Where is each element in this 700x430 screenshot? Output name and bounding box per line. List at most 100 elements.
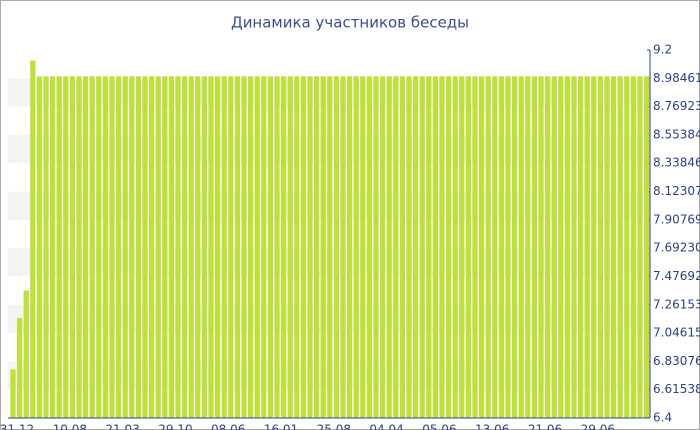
- bar: [644, 76, 650, 419]
- bar: [353, 76, 359, 419]
- bar: [597, 76, 603, 419]
- bar: [287, 76, 293, 419]
- bar: [617, 76, 623, 419]
- bar: [122, 76, 128, 419]
- bar: [314, 76, 320, 419]
- bar: [393, 76, 399, 419]
- y-tick-label: 8.33846: [653, 156, 700, 170]
- y-tick-label: 6.4: [653, 411, 672, 425]
- bar: [30, 60, 36, 419]
- bar: [498, 76, 504, 419]
- bar: [373, 76, 379, 419]
- bar: [320, 76, 326, 419]
- y-tick-label: 8.55384: [653, 127, 700, 141]
- bar: [333, 76, 339, 419]
- bar: [274, 76, 280, 419]
- bar: [630, 76, 636, 419]
- bar: [432, 76, 438, 419]
- bar: [241, 76, 247, 419]
- bar: [591, 76, 597, 419]
- chart-title: Динамика участников беседы: [231, 14, 469, 32]
- x-tick-label: 08.06: [211, 423, 245, 430]
- bar: [43, 76, 49, 419]
- bar: [564, 76, 570, 419]
- bar: [96, 76, 102, 419]
- bar: [419, 76, 425, 419]
- bar: [360, 76, 366, 419]
- bar: [551, 76, 557, 419]
- bar: [578, 76, 584, 419]
- bar: [50, 76, 56, 419]
- bar: [281, 76, 287, 419]
- x-tick-label: 10.08: [53, 423, 87, 430]
- bar: [525, 76, 531, 419]
- bar: [228, 76, 234, 419]
- bar: [56, 76, 62, 419]
- bar: [63, 76, 69, 419]
- bar: [208, 76, 214, 419]
- bar: [76, 76, 82, 419]
- bar: [479, 76, 485, 419]
- bar: [465, 76, 471, 419]
- bar: [399, 76, 405, 419]
- x-tick-label: 29.06: [581, 423, 615, 430]
- x-tick-label: 21.06: [528, 423, 562, 430]
- bar: [604, 76, 610, 419]
- bar: [505, 76, 511, 419]
- bar: [459, 76, 465, 419]
- y-tick-label: 6.61538: [653, 382, 700, 396]
- x-tick-label: 16.01: [264, 423, 298, 430]
- x-tick-label: 05.06: [422, 423, 456, 430]
- bar: [23, 290, 29, 418]
- y-tick-label: 9.2: [653, 43, 672, 57]
- bar: [254, 76, 260, 419]
- y-tick-label: 7.04615: [653, 326, 700, 340]
- bar: [300, 76, 306, 419]
- bar: [611, 76, 617, 419]
- bar: [162, 76, 168, 419]
- y-tick-label: 6.83076: [653, 354, 700, 368]
- bar: [518, 76, 524, 419]
- y-tick-label: 7.90769: [653, 212, 700, 226]
- bar: [155, 76, 161, 419]
- bar: [17, 318, 23, 418]
- bar: [347, 76, 353, 419]
- bar: [492, 76, 498, 419]
- bar: [584, 76, 590, 419]
- x-tick-label: 25.08: [317, 423, 351, 430]
- bar: [386, 76, 392, 419]
- bar: [182, 76, 188, 419]
- bar: [327, 76, 333, 419]
- bar: [201, 76, 207, 419]
- bar: [512, 76, 518, 419]
- bar: [195, 76, 201, 419]
- bar: [485, 76, 491, 419]
- bar: [83, 76, 89, 419]
- bar: [116, 76, 122, 419]
- bar: [188, 76, 194, 419]
- y-tick-label: 7.26153: [653, 297, 700, 311]
- x-tick-label: 21.03: [105, 423, 139, 430]
- bar: [624, 76, 630, 419]
- x-tick-label: 29.10: [158, 423, 192, 430]
- bar: [168, 76, 174, 419]
- bar: [413, 76, 419, 419]
- bar: [446, 76, 452, 419]
- bar: [248, 76, 254, 419]
- bar: [426, 76, 432, 419]
- y-tick-label: 8.76923: [653, 99, 700, 113]
- bar: [545, 76, 551, 419]
- bar: [380, 76, 386, 419]
- bar: [406, 76, 412, 419]
- y-tick-label: 8.12307: [653, 184, 700, 198]
- bar: [637, 76, 643, 419]
- bar: [215, 76, 221, 419]
- bar: [439, 76, 445, 419]
- bar: [261, 76, 267, 419]
- bar: [558, 76, 564, 419]
- bar: [69, 76, 75, 419]
- x-tick-label: 31.12: [0, 423, 34, 430]
- bar: [294, 76, 300, 419]
- bar: [149, 76, 155, 419]
